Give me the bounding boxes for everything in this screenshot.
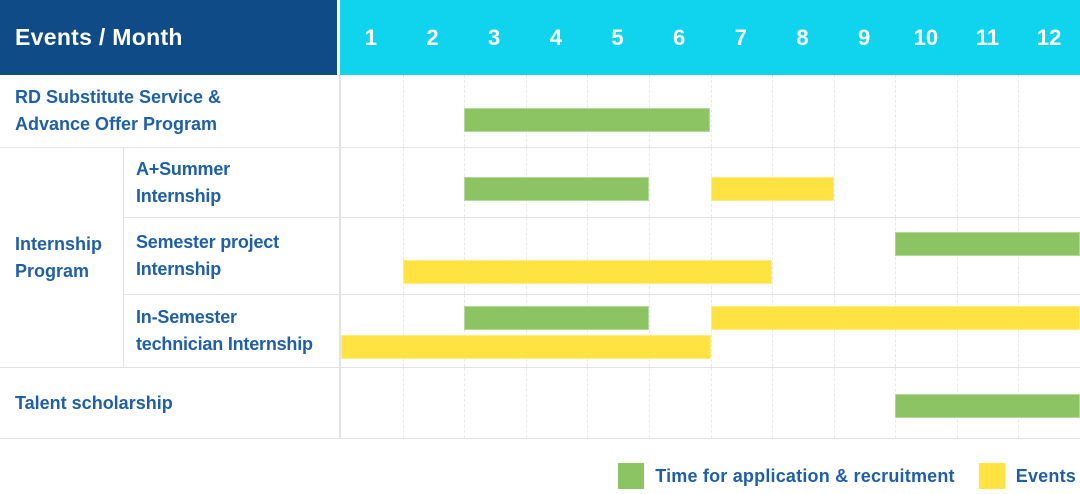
bar-events — [710, 306, 1080, 330]
month-gridline — [587, 295, 589, 367]
row-chart-area — [340, 368, 1080, 439]
month-gridline — [464, 295, 466, 367]
month-gridline — [895, 148, 897, 217]
row-label-line: RD Substitute Service & — [15, 87, 222, 107]
month-label-1: 1 — [364, 24, 377, 50]
month-gridline — [833, 218, 835, 294]
row-group-label-line: Internship — [15, 233, 103, 254]
row-chart-area — [340, 218, 1080, 295]
month-gridline — [648, 218, 650, 294]
month-gridline — [956, 218, 958, 294]
month-label-3: 3 — [488, 24, 501, 50]
header-title: Events / Month — [15, 24, 183, 50]
month-gridline — [956, 295, 958, 367]
bar-recruitment — [895, 232, 1080, 256]
row-label: RD Substitute Service & Advance Offer Pro… — [0, 75, 340, 148]
month-gridline — [1018, 75, 1020, 147]
month-gridline — [648, 295, 650, 367]
row-label: Talent scholarship — [0, 368, 340, 439]
month-label-9: 9 — [858, 24, 871, 50]
events-month-table: Events / Month 1 2 3 4 5 6 7 8 9 10 11 12 RD Substi… — [0, 0, 1080, 439]
month-label-10: 10 — [913, 24, 939, 50]
month-gridline — [525, 368, 527, 438]
row-label-line: Talent scholarship — [15, 392, 173, 413]
row-chart-area — [340, 148, 1080, 218]
row-label-line: Internship — [136, 259, 222, 279]
month-gridline — [587, 368, 589, 438]
month-gridline — [648, 368, 650, 438]
month-gridline — [648, 148, 650, 217]
month-gridline — [402, 218, 404, 294]
month-gridline — [833, 368, 835, 438]
month-gridline — [402, 295, 404, 367]
month-gridline — [833, 148, 835, 217]
legend-item-events: Events — [978, 463, 1076, 489]
month-gridline — [833, 295, 835, 367]
bar-recruitment — [464, 306, 649, 330]
month-gridline — [710, 295, 712, 367]
row-label-line: In-Semester — [136, 307, 237, 327]
legend-label-events: Events — [1015, 465, 1076, 486]
month-gridline — [956, 148, 958, 217]
month-gridline — [464, 218, 466, 294]
month-gridline — [402, 368, 404, 438]
month-gridline — [895, 75, 897, 147]
month-label-7: 7 — [734, 24, 747, 50]
bar-events — [341, 335, 711, 359]
row-label-line: A+Summer — [136, 158, 230, 179]
bar-recruitment — [464, 177, 649, 201]
month-gridline — [772, 218, 774, 294]
month-gridline — [402, 148, 404, 217]
month-gridline — [772, 295, 774, 367]
month-gridline — [1018, 148, 1020, 217]
month-label-8: 8 — [796, 24, 809, 50]
month-header-row: 1 2 3 4 5 6 7 8 9 10 11 12 — [340, 0, 1080, 75]
month-gridline — [587, 218, 589, 294]
month-label-2: 2 — [426, 24, 439, 50]
row-label: In-Semester technician Internship — [124, 295, 340, 368]
legend: Time for application & recruitment Events — [0, 463, 1080, 489]
month-gridline — [710, 218, 712, 294]
row-label-line: Internship — [136, 185, 222, 206]
month-gridline — [710, 368, 712, 438]
events-swatch — [978, 463, 1005, 489]
month-gridline — [833, 75, 835, 147]
month-gridline — [895, 218, 897, 294]
month-gridline — [1018, 218, 1020, 294]
month-label-6: 6 — [673, 24, 686, 50]
bar-events — [402, 260, 773, 284]
month-gridline — [956, 75, 958, 147]
legend-label-recruitment: Time for application & recruitment — [655, 465, 955, 486]
legend-item-recruitment: Time for application & recruitment — [618, 463, 955, 489]
month-label-12: 12 — [1036, 24, 1062, 50]
row-group-label-line: Program — [15, 260, 90, 281]
month-gridline — [464, 368, 466, 438]
bar-events — [710, 177, 834, 201]
row-label-line: Advance Offer Program — [15, 114, 218, 134]
row-chart-area — [340, 295, 1080, 368]
recruitment-swatch — [618, 463, 645, 489]
row-group-label: Internship Program — [0, 148, 124, 368]
row-chart-area — [340, 75, 1080, 148]
row-label-line: technician Internship — [136, 334, 313, 354]
month-gridline — [1018, 295, 1020, 367]
month-gridline — [772, 75, 774, 147]
month-gridline — [772, 368, 774, 438]
table-header-events-month: Events / Month — [0, 0, 340, 75]
row-label-line: Semester project — [136, 232, 279, 252]
month-gridline — [895, 295, 897, 367]
bar-recruitment — [895, 394, 1080, 418]
month-label-5: 5 — [611, 24, 624, 50]
row-label: A+Summer Internship — [124, 148, 340, 218]
month-gridline — [402, 75, 404, 147]
bar-recruitment — [464, 108, 711, 132]
month-label-4: 4 — [549, 24, 562, 50]
month-gridline — [525, 295, 527, 367]
month-gridline — [710, 75, 712, 147]
month-gridline — [525, 218, 527, 294]
month-label-11: 11 — [975, 24, 1000, 50]
row-label: Semester project Internship — [124, 218, 340, 295]
